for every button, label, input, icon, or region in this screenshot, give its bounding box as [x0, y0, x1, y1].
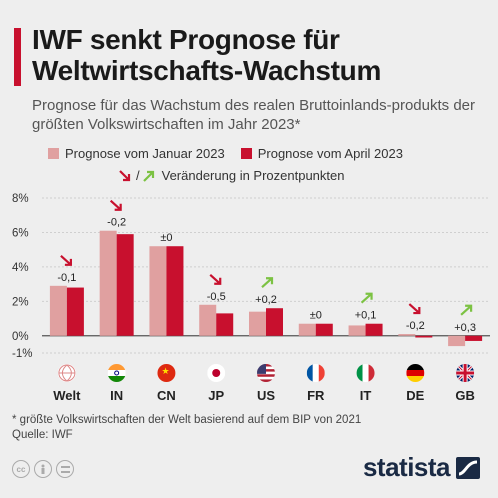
statista-logo-icon	[456, 456, 480, 479]
no-derivatives-icon	[56, 460, 74, 478]
india-flag-icon	[107, 364, 126, 382]
bar-january-in	[99, 230, 117, 336]
bar-january-it	[348, 325, 366, 336]
usa-flag-icon	[257, 364, 275, 382]
category-label: Welt	[53, 388, 81, 403]
change-label: -0,2	[406, 320, 425, 332]
y-tick-label: 0%	[12, 331, 29, 343]
bar-january-de	[398, 334, 416, 336]
globe-icon	[57, 364, 76, 382]
bar-april-gb	[465, 335, 483, 341]
uk-flag-icon	[456, 364, 475, 382]
footnote-note: * größte Volkswirtschaften der Welt basi…	[12, 414, 362, 426]
category-label: DE	[406, 388, 424, 403]
statista-logo: statista	[363, 452, 480, 483]
legend-change-separator: /	[136, 168, 140, 183]
bar-april-fr	[315, 323, 333, 336]
y-tick-label: 4%	[12, 262, 29, 274]
bar-january-jp	[199, 304, 217, 336]
bar-january-cn	[149, 246, 167, 336]
legend-change-label: Veränderung in Prozentpunkten	[161, 168, 345, 183]
footnote: * größte Volkswirtschaften der Welt basi…	[12, 413, 361, 443]
japan-flag-icon	[207, 364, 226, 382]
legend-label-january: Prognose vom Januar 2023	[65, 146, 225, 161]
category-label: CN	[157, 388, 176, 403]
arrow-down-icon	[408, 303, 421, 315]
change-label: -0,1	[57, 272, 76, 284]
france-flag-icon	[306, 364, 325, 382]
legend-swatch-april	[240, 148, 252, 159]
category-label: US	[257, 388, 275, 403]
arrow-down-icon	[119, 169, 131, 181]
category-label: GB	[455, 388, 475, 403]
bar-april-welt	[66, 287, 84, 336]
change-label: -0,5	[207, 291, 226, 303]
arrow-up-icon	[142, 170, 154, 182]
bar-chart: 8% 6% 4% 2% 0% -1% -0,1 Welt -0,2 IN ±0 ★ CN -0,5 JP +0…	[12, 193, 490, 403]
bar-january-us	[249, 311, 266, 336]
license-icons: cc	[12, 460, 78, 478]
bar-april-cn	[166, 246, 184, 336]
bar-january-fr	[298, 323, 316, 336]
change-label: ±0	[310, 310, 322, 322]
category-label: IN	[110, 388, 123, 403]
china-flag-icon: ★	[157, 364, 176, 382]
y-tick-label: 8%	[12, 193, 29, 205]
arrow-up-icon	[460, 304, 473, 316]
arrow-down-icon	[109, 199, 122, 211]
change-label: ±0	[160, 232, 172, 244]
y-tick-label: 2%	[12, 296, 29, 308]
attribution-icon	[34, 460, 52, 478]
germany-flag-icon	[406, 364, 425, 382]
category-label: IT	[360, 388, 372, 403]
y-tick-label: -1%	[12, 348, 32, 360]
bar-april-de	[415, 335, 433, 338]
arrow-up-icon	[360, 292, 373, 304]
arrow-down-icon	[209, 273, 222, 285]
legend-swatch-january	[48, 148, 59, 159]
category-label: FR	[307, 388, 325, 403]
legend-change: / Veränderung in Prozentpunkten	[118, 168, 344, 183]
chart-title: IWF senkt Prognose für Weltwirtschafts-W…	[32, 24, 382, 86]
change-label: +0,2	[255, 294, 277, 306]
chart-subtitle: Prognose für das Wachstum des realen Bru…	[32, 97, 476, 133]
category-label: JP	[208, 388, 224, 403]
arrow-up-icon	[261, 277, 274, 289]
legend-label-april: Prognose vom April 2023	[257, 146, 403, 161]
italy-flag-icon	[356, 364, 375, 382]
bar-april-us	[266, 308, 283, 336]
footnote-source: Quelle: IWF	[12, 429, 73, 441]
bar-january-welt	[49, 285, 67, 336]
arrow-down-icon	[60, 255, 72, 266]
title-accent-bar	[14, 28, 21, 86]
y-tick-label: 6%	[12, 227, 29, 239]
change-label: +0,3	[454, 322, 476, 334]
legend: Prognose vom Januar 2023 Prognose vom Ap…	[48, 146, 419, 161]
bar-january-gb	[448, 335, 466, 347]
bar-april-jp	[216, 313, 234, 336]
change-label: -0,2	[107, 217, 126, 229]
legend-item-april: Prognose vom April 2023	[240, 146, 403, 161]
cc-icon: cc	[12, 460, 30, 478]
bar-april-it	[365, 323, 383, 336]
change-label: +0,1	[355, 310, 377, 322]
legend-item-january: Prognose vom Januar 2023	[48, 146, 225, 161]
bar-april-in	[116, 234, 134, 336]
brand-name: statista	[362, 452, 451, 482]
svg-text:★: ★	[161, 366, 169, 376]
